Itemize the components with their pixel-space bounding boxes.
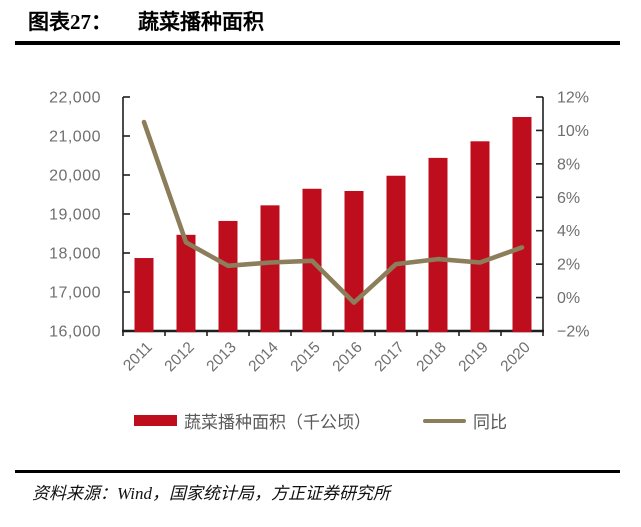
right-axis-label: 2% [557, 257, 580, 274]
bar-series-label: 蔬菜播种面积（千公顷） [184, 413, 371, 432]
bar [344, 190, 364, 333]
x-axis-label: 2019 [455, 339, 491, 375]
x-axis-label: 2011 [120, 339, 156, 375]
right-axis-label: 0% [557, 290, 580, 307]
bar-series [134, 117, 532, 333]
right-axis-label: −2% [557, 324, 589, 341]
line-series-label: 同比 [473, 413, 507, 432]
right-axis-label: 10% [557, 123, 589, 140]
right-axis-label: 4% [557, 223, 580, 240]
x-axis-labels: 2011 2012 2013 2014 2015 2016 2017 2018 2019 2020 [120, 339, 534, 376]
x-axis-label: 2012 [161, 339, 197, 375]
right-axis-label: 6% [557, 190, 580, 207]
source-note: 资料来源：Wind，国家统计局，方正证券研究所 [32, 484, 390, 503]
bar [176, 234, 196, 333]
bar [218, 220, 238, 333]
left-axis-label: 20,000 [49, 168, 101, 185]
x-axis-label: 2018 [413, 339, 449, 375]
right-axis-label: 8% [557, 156, 580, 173]
bar [386, 175, 406, 333]
left-axis-label: 19,000 [49, 207, 101, 224]
x-axis-label: 2020 [497, 339, 534, 376]
x-axis-label: 2016 [329, 339, 365, 375]
bar-series-swatch [134, 415, 177, 426]
bar [512, 117, 532, 333]
left-axis-label: 22,000 [49, 90, 101, 107]
left-axis-label: 16,000 [49, 324, 101, 341]
chart-legend: 蔬菜播种面积（千公顷） 同比 [0, 408, 641, 433]
footer-divider [15, 470, 620, 473]
left-axis-label: 17,000 [49, 285, 101, 302]
x-axis-label: 2013 [203, 339, 239, 375]
left-axis-label: 21,000 [49, 129, 101, 146]
header-divider [15, 41, 620, 45]
chart: 22,000 21,000 20,000 19,000 18,000 17,000 16,0… [49, 90, 589, 376]
left-axis-label: 18,000 [49, 246, 101, 263]
bar [428, 157, 448, 333]
x-axis-label: 2017 [371, 339, 407, 375]
x-axis-label: 2015 [287, 339, 323, 375]
figure-label: 图表27： [28, 10, 112, 34]
bar [260, 205, 280, 333]
page-title: 蔬菜播种面积 [138, 10, 264, 34]
x-axis-label: 2014 [245, 339, 282, 376]
line-series-swatch [423, 418, 466, 423]
axis-tick-labels: 22,000 21,000 20,000 19,000 18,000 17,000 16,0… [49, 90, 589, 341]
axis-ticks [122, 96, 544, 336]
right-axis-label: 12% [557, 90, 589, 107]
figure-header: 图表27： 蔬菜播种面积 [28, 6, 264, 36]
bar [134, 258, 154, 333]
bar [470, 141, 490, 333]
yoy-line [141, 119, 525, 305]
